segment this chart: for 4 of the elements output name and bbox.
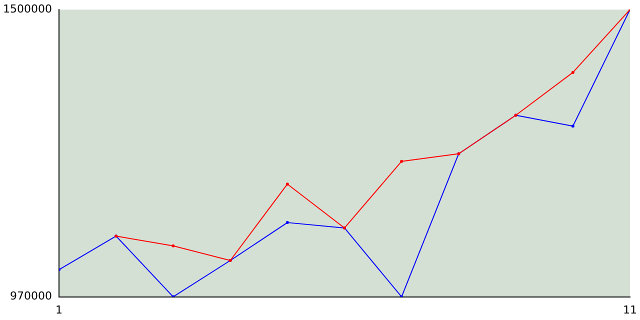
y-tick-label: 1500000	[2, 2, 52, 16]
y-tick-label: 970000	[10, 290, 52, 303]
x-tick-label: 1	[55, 303, 62, 316]
x-tick-label: 11	[623, 303, 637, 316]
